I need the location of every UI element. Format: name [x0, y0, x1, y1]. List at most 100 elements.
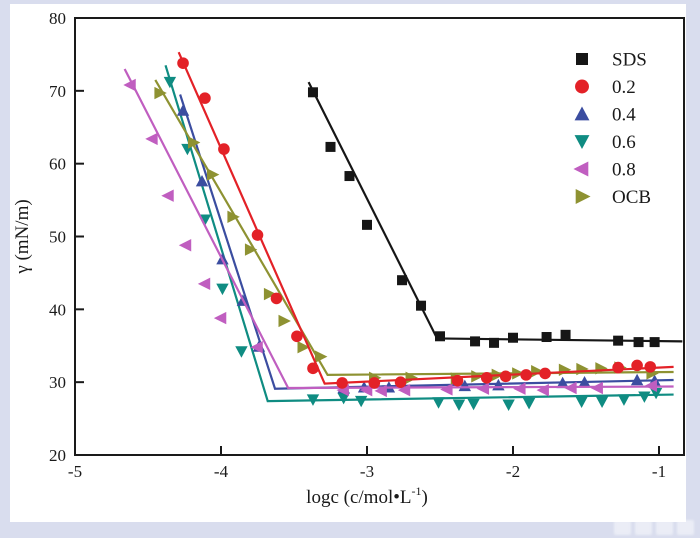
- data-point: [315, 350, 328, 363]
- data-point: [218, 143, 230, 155]
- data-point: [244, 243, 258, 256]
- data-point: [216, 283, 229, 296]
- y-tick-label: 60: [49, 155, 66, 174]
- x-axis-title: logc (c/mol•L-1): [306, 484, 428, 508]
- data-point: [325, 141, 336, 152]
- data-point: [213, 311, 227, 325]
- plot-box: [74, 17, 685, 456]
- x-tick-label: -2: [506, 462, 520, 481]
- data-point: [359, 383, 373, 397]
- data-point: [556, 376, 569, 389]
- y-tick-label: 50: [49, 228, 66, 247]
- data-point: [575, 396, 588, 409]
- y-tick-label: 40: [49, 300, 66, 319]
- x-tick-label: -3: [360, 462, 374, 481]
- data-point: [161, 189, 174, 202]
- data-point: [513, 382, 526, 395]
- legend-label: 0.8: [612, 160, 636, 181]
- data-point: [297, 341, 310, 354]
- legend-item-0-8: 0.8: [573, 160, 636, 181]
- data-point: [344, 171, 355, 182]
- triangle-down-icon: [574, 135, 590, 149]
- data-point: [502, 399, 515, 411]
- data-point: [177, 57, 189, 69]
- data-point: [263, 287, 277, 301]
- data-point: [630, 373, 644, 386]
- data-point: [476, 382, 490, 395]
- data-point: [522, 398, 536, 410]
- data-point: [154, 86, 167, 100]
- watermark: [614, 520, 694, 535]
- legend-label: 0.4: [612, 105, 636, 126]
- square-icon: [576, 53, 588, 65]
- data-point: [235, 346, 248, 358]
- data-point: [467, 398, 480, 411]
- data-point: [176, 104, 190, 116]
- data-point: [227, 210, 240, 224]
- y-axis-title: γ (mN/m): [12, 199, 33, 274]
- data-point: [541, 332, 552, 343]
- data-point: [336, 377, 348, 389]
- data-point: [564, 381, 577, 395]
- series-0-8: [123, 68, 674, 398]
- legend-label: SDS: [612, 50, 647, 71]
- legend-item-0-4: 0.4: [574, 105, 636, 126]
- data-point: [558, 363, 572, 376]
- y-tick-label: 80: [49, 9, 66, 28]
- fit-line: [164, 65, 674, 403]
- data-point: [199, 92, 211, 104]
- data-point: [435, 331, 445, 342]
- data-point: [452, 399, 466, 411]
- data-point: [536, 383, 549, 397]
- data-point: [499, 370, 512, 383]
- legend: SDS 0.2 0.4 0.6 0.8 OCB: [573, 50, 651, 208]
- data-point: [489, 337, 500, 348]
- data-point: [405, 371, 418, 384]
- data-point: [633, 337, 644, 348]
- legend-item-0-2: 0.2: [575, 77, 636, 98]
- data-point: [644, 361, 657, 373]
- x-tick-label: -1: [652, 462, 666, 481]
- data-point: [578, 375, 591, 388]
- y-tick-label: 20: [49, 446, 66, 465]
- data-point: [440, 383, 453, 396]
- watermark-glyph: [656, 520, 673, 535]
- data-point: [250, 341, 263, 354]
- data-point: [251, 229, 264, 241]
- data-point: [631, 359, 643, 372]
- data-point: [644, 379, 657, 393]
- data-point: [163, 76, 177, 89]
- watermark-glyph: [614, 520, 631, 535]
- data-point: [397, 383, 411, 397]
- data-point: [432, 397, 445, 409]
- data-point: [613, 335, 624, 346]
- triangle-left-icon: [573, 161, 589, 177]
- data-point: [307, 362, 319, 375]
- data-point: [197, 277, 211, 291]
- data-point: [612, 361, 624, 374]
- data-point: [397, 275, 408, 286]
- legend-item-0-6: 0.6: [574, 132, 636, 153]
- data-point: [520, 369, 532, 381]
- data-point: [278, 314, 291, 328]
- data-point: [451, 374, 464, 387]
- y-tick-label: 30: [49, 373, 66, 392]
- legend-item-ocb: OCB: [575, 187, 651, 208]
- data-point: [539, 367, 551, 380]
- fit-line: [177, 51, 674, 385]
- data-point: [416, 300, 427, 311]
- data-point: [480, 371, 493, 384]
- series-ocb: [154, 79, 674, 385]
- series-0-2: [177, 51, 674, 389]
- legend-label: OCB: [612, 187, 651, 208]
- fit-line: [179, 94, 674, 390]
- circle-icon: [575, 79, 589, 94]
- watermark-glyph: [635, 520, 652, 535]
- data-point: [590, 381, 603, 395]
- legend-label: 0.2: [612, 77, 636, 98]
- legend-item-sds: SDS: [576, 50, 647, 71]
- data-point: [362, 219, 372, 230]
- series-sds: [307, 81, 683, 348]
- series-0-6: [163, 65, 674, 411]
